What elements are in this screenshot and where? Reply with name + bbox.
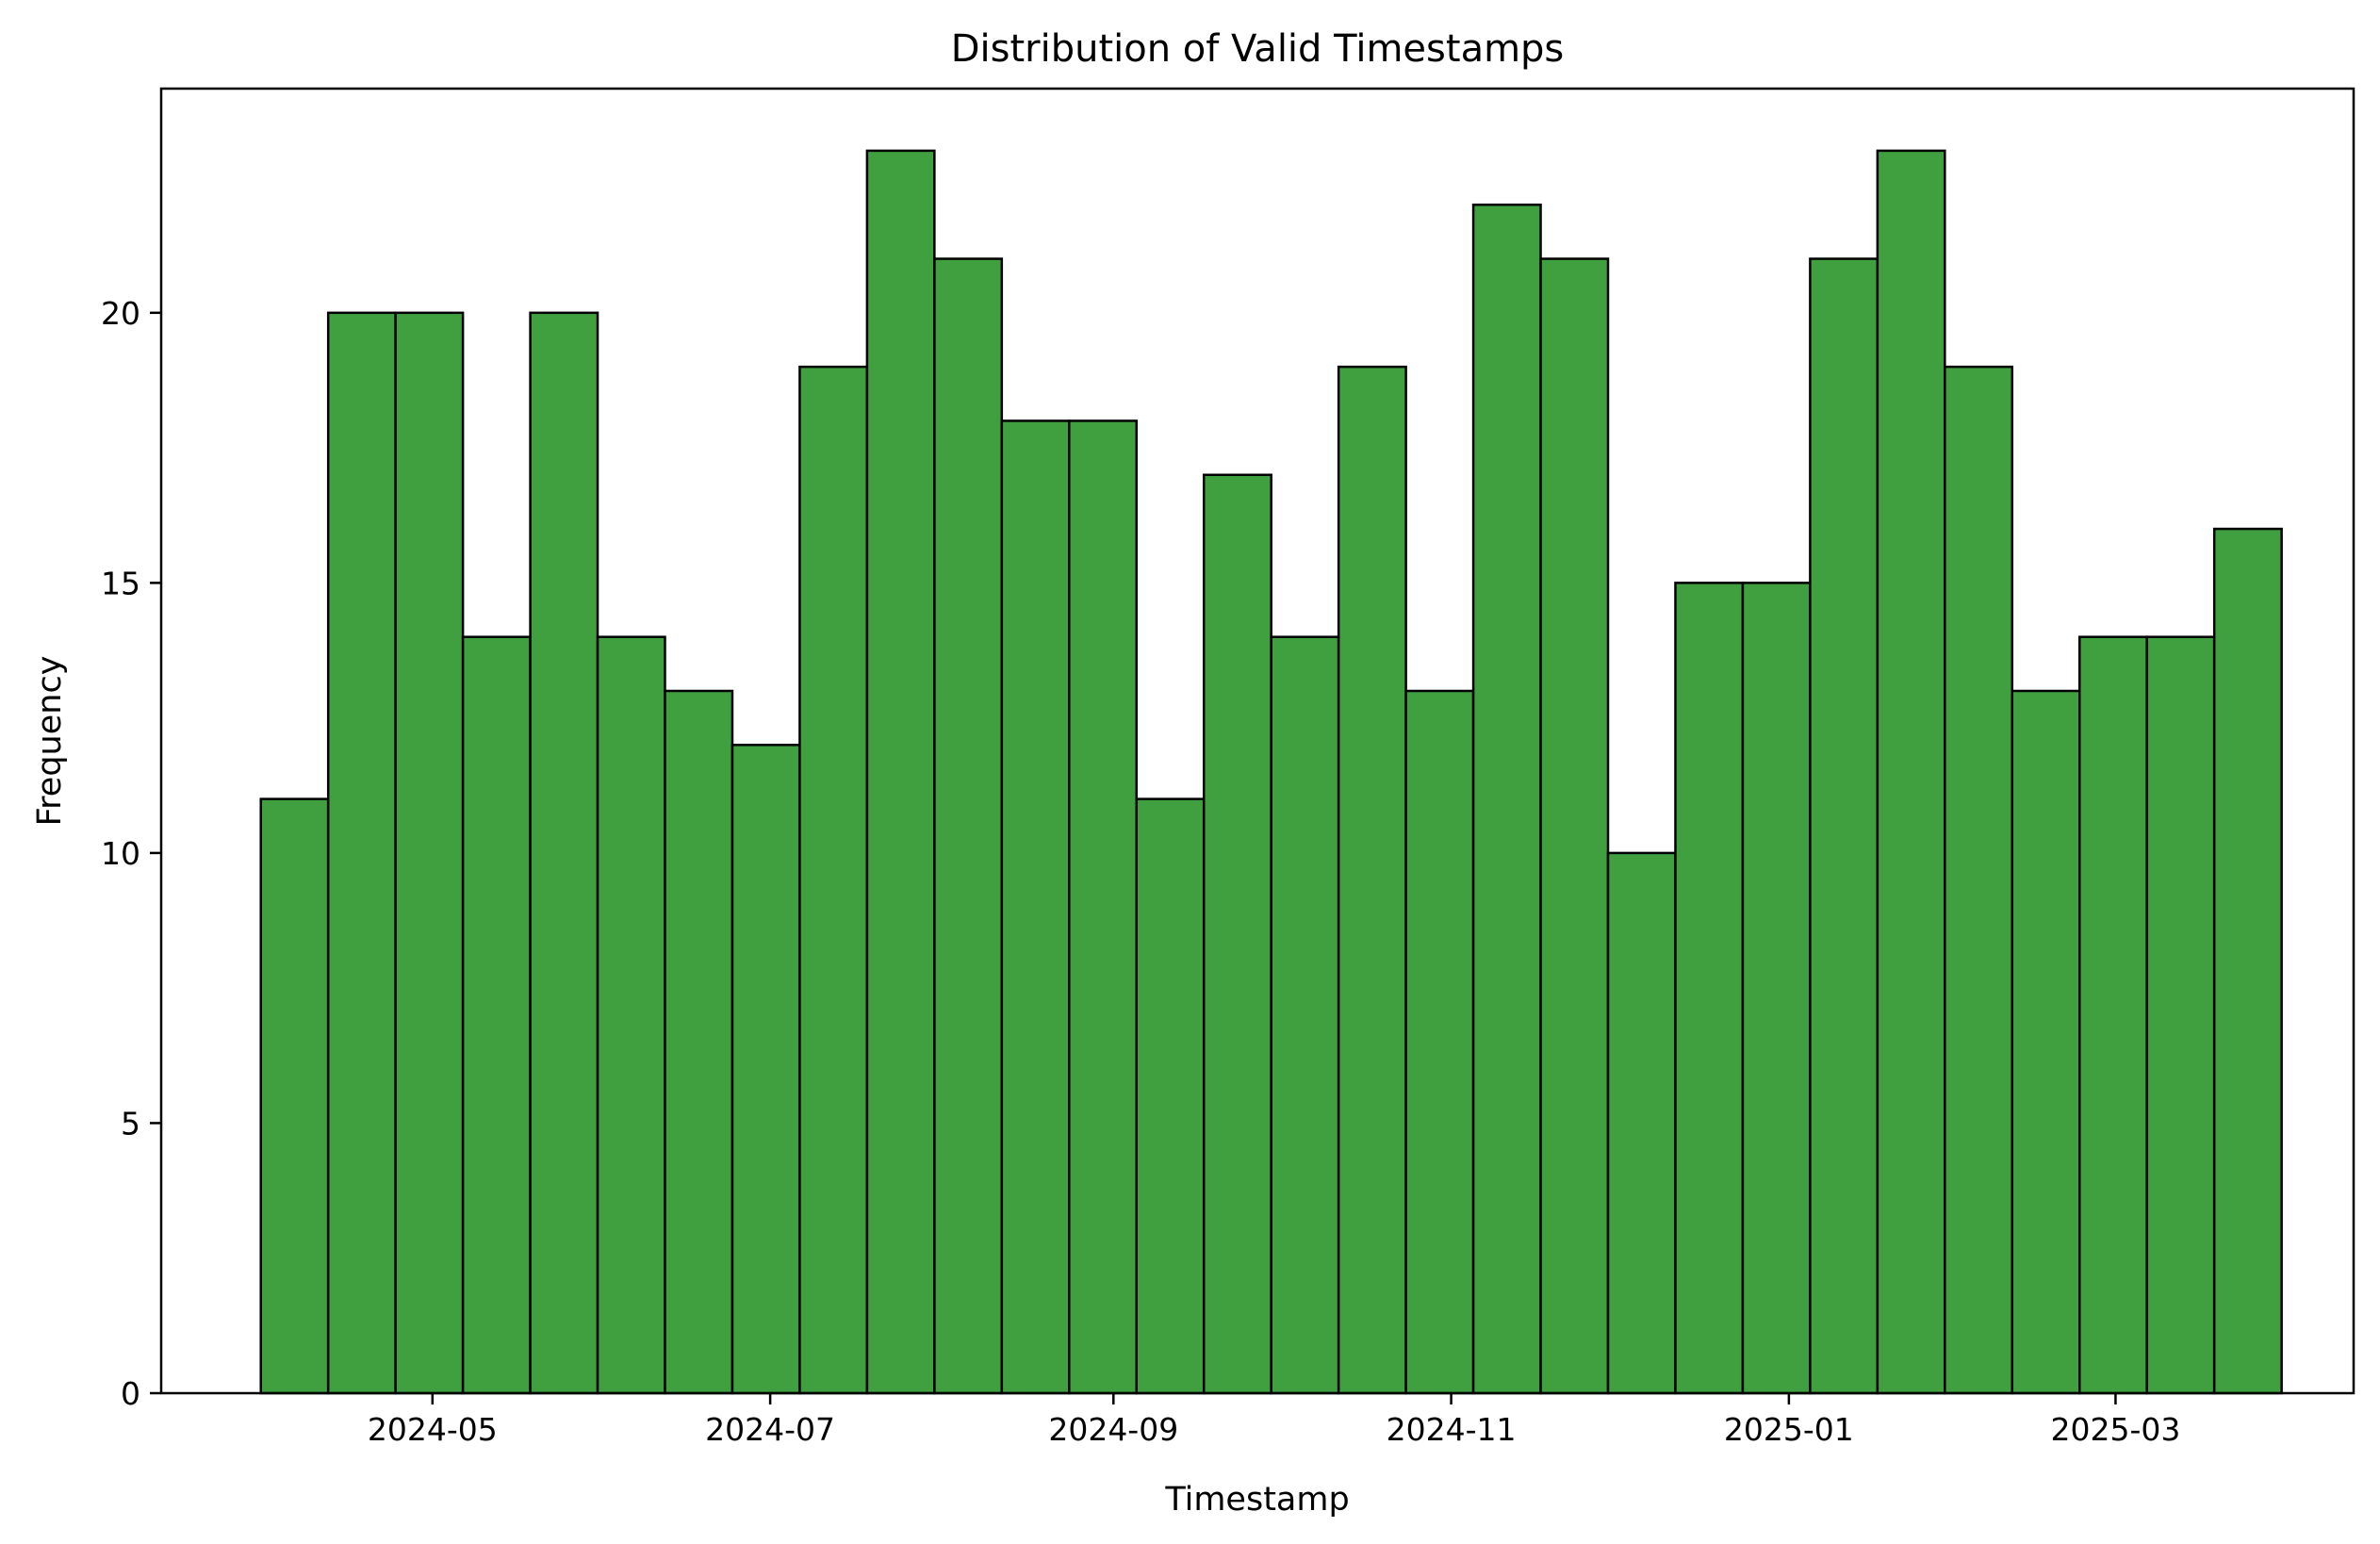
histogram-bar <box>529 311 599 1395</box>
histogram-bar <box>865 149 936 1395</box>
y-axis-label: Frequency <box>31 656 69 827</box>
histogram-bar <box>596 635 666 1395</box>
histogram-bar <box>664 689 734 1395</box>
histogram-bar <box>1337 365 1407 1395</box>
y-tick-label: 10 <box>101 835 140 872</box>
histogram-bar <box>1270 635 1340 1395</box>
chart-title: Distribution of Valid Timestamps <box>951 27 1565 71</box>
histogram-bar <box>259 797 330 1395</box>
histogram-bar <box>1674 582 1745 1395</box>
histogram-bar <box>1404 689 1475 1395</box>
histogram-bar <box>2078 635 2148 1395</box>
x-axis-ticks: 2024-05 2024-07 2024-09 2024-11 2025-01 2025-… <box>368 1393 2180 1448</box>
histogram-bar <box>2011 689 2081 1395</box>
y-tick-label: 0 <box>121 1375 140 1412</box>
histogram-bar <box>2212 527 2283 1395</box>
histogram-bar <box>933 257 1004 1395</box>
x-tick-label: 2025-01 <box>1724 1411 1854 1448</box>
histogram-bar <box>1135 797 1206 1395</box>
x-tick-label: 2024-07 <box>705 1411 835 1448</box>
y-tick-label: 20 <box>101 295 140 332</box>
histogram-bar <box>798 365 869 1395</box>
histogram-bar <box>326 311 397 1395</box>
histogram-bar <box>1876 149 1946 1395</box>
x-axis-label: Timestamp <box>1164 1481 1349 1519</box>
bars-group <box>259 149 2283 1395</box>
histogram-bar <box>1202 473 1272 1395</box>
histogram-bar <box>1944 365 2014 1395</box>
histogram-bar <box>2145 635 2216 1395</box>
histogram-bar <box>1606 851 1677 1395</box>
x-tick-label: 2025-03 <box>2050 1411 2180 1448</box>
histogram-bar <box>730 744 801 1395</box>
histogram-bar <box>1539 257 1610 1395</box>
plot-frame <box>159 87 2355 1395</box>
y-tick-label: 5 <box>121 1105 140 1142</box>
histogram-bar <box>1809 257 1879 1395</box>
histogram-bar <box>1471 203 1542 1395</box>
x-tick-label: 2024-11 <box>1387 1411 1517 1448</box>
histogram-bar <box>394 311 465 1395</box>
y-tick-label: 15 <box>101 565 140 601</box>
x-tick-label: 2024-05 <box>368 1411 498 1448</box>
x-tick-label: 2024-09 <box>1048 1411 1178 1448</box>
histogram-bar <box>1741 582 1812 1395</box>
histogram-bar <box>1000 419 1071 1395</box>
histogram-bar <box>461 635 532 1395</box>
histogram-bar <box>1068 419 1139 1395</box>
y-axis-ticks: 0 5 10 15 20 <box>101 295 161 1412</box>
